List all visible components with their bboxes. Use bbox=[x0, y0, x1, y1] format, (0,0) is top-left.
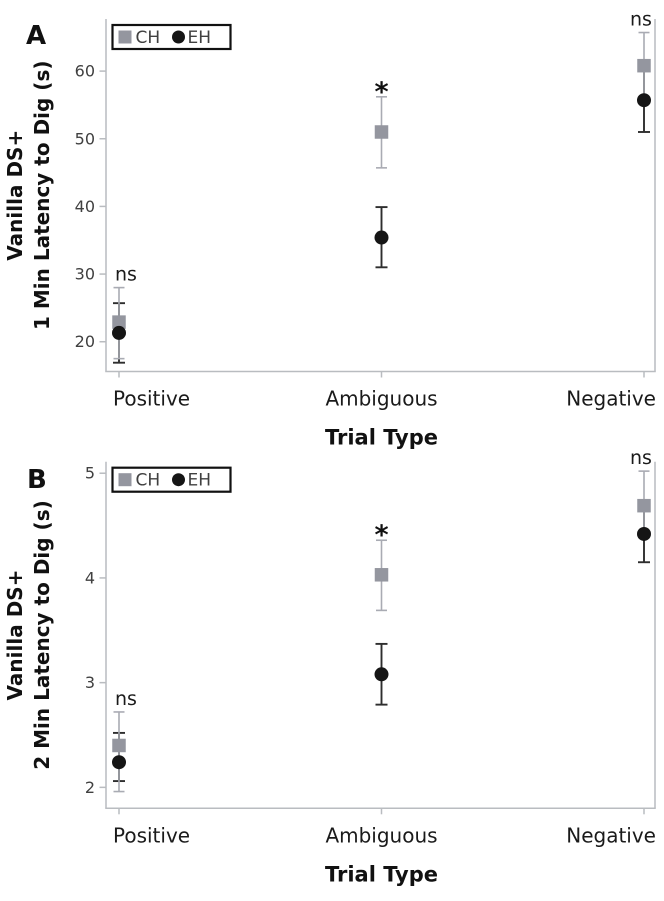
y-axis-tick-label: 40 bbox=[75, 197, 95, 216]
y-axis-tick-label: 2 bbox=[85, 778, 95, 797]
eh-data-point-circle bbox=[112, 325, 126, 340]
legend-label-ch: CH bbox=[136, 28, 161, 48]
y-axis-tick-label: 30 bbox=[75, 265, 95, 284]
ch-data-point-square bbox=[112, 315, 126, 329]
eh-data-point-circle bbox=[637, 526, 651, 541]
legend-label-ch: CH bbox=[136, 471, 161, 491]
y-axis-tick-label: 3 bbox=[85, 673, 95, 692]
y-axis-title-line2: 1 Min Latency to Dig (s) bbox=[30, 61, 54, 330]
significance-ns-label: ns bbox=[630, 9, 652, 31]
significance-ns-label: ns bbox=[115, 264, 137, 286]
y-axis-title-line2: 2 Min Latency to Dig (s) bbox=[30, 500, 54, 769]
legend-label-eh: EH bbox=[188, 471, 212, 491]
eh-data-point-circle bbox=[637, 93, 651, 108]
legend-square-marker-icon bbox=[118, 473, 132, 487]
x-axis-category-label: Ambiguous bbox=[325, 387, 437, 411]
y-axis-tick-label: 50 bbox=[75, 129, 95, 148]
significance-ns-label: ns bbox=[115, 688, 137, 710]
y-axis-tick-label: 20 bbox=[75, 332, 95, 351]
legend-circle-marker-icon bbox=[172, 30, 185, 44]
legend-circle-marker-icon bbox=[172, 473, 185, 487]
ch-data-point-square bbox=[637, 498, 651, 513]
y-axis-tick-label: 5 bbox=[85, 464, 95, 483]
y-axis-title-line1: Vanilla DS+ bbox=[3, 570, 27, 701]
significance-asterisk: * bbox=[374, 77, 388, 108]
x-axis-category-label: Ambiguous bbox=[325, 823, 437, 847]
x-axis-category-label: Negative bbox=[566, 387, 656, 411]
legend-box bbox=[111, 23, 232, 51]
ch-data-point-square bbox=[637, 58, 651, 73]
x-axis-title: Trial Type bbox=[325, 426, 438, 450]
eh-data-point-circle bbox=[374, 667, 389, 682]
ch-data-point-square bbox=[374, 568, 389, 582]
ch-data-point-square bbox=[112, 738, 126, 753]
eh-data-point-circle bbox=[374, 230, 389, 245]
ch-data-point-square bbox=[374, 125, 389, 139]
x-axis-category-label: Negative bbox=[566, 823, 656, 847]
x-axis-category-label: Positive bbox=[113, 823, 190, 847]
x-axis-title: Trial Type bbox=[325, 862, 438, 886]
y-axis-tick-label: 60 bbox=[75, 62, 95, 81]
legend-box bbox=[111, 466, 232, 493]
significance-asterisk: * bbox=[374, 520, 388, 551]
x-axis-category-label: Positive bbox=[113, 387, 190, 411]
eh-data-point-circle bbox=[112, 755, 126, 770]
legend-label-eh: EH bbox=[188, 28, 212, 48]
panel-label: A bbox=[26, 21, 46, 51]
y-axis-tick-label: 4 bbox=[85, 568, 95, 587]
significance-ns-label: ns bbox=[630, 447, 652, 469]
panel-label: B bbox=[27, 465, 47, 495]
legend-square-marker-icon bbox=[118, 30, 132, 44]
y-axis-title-line1: Vanilla DS+ bbox=[3, 130, 27, 261]
